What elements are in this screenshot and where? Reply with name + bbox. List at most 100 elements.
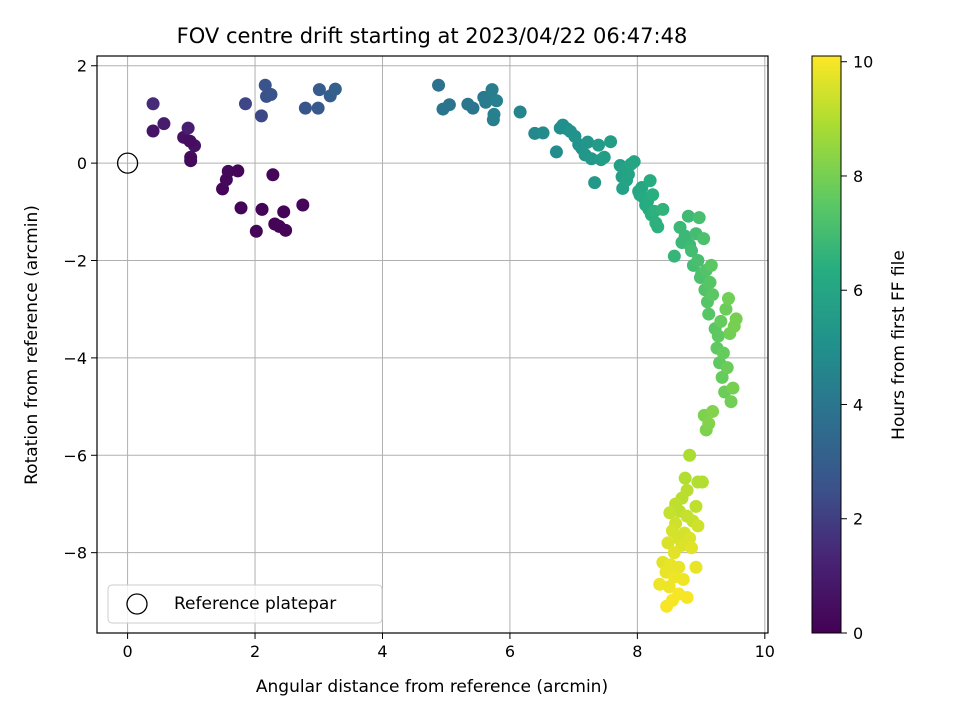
data-point [311,101,325,115]
colorbar-tick-label: 6 [853,281,863,300]
data-point [254,109,268,123]
y-tick-label: 0 [77,154,87,173]
data-point [702,307,716,321]
data-point [721,291,735,305]
colorbar-tick-label: 8 [853,167,863,186]
data-point [643,174,657,188]
colorbar-tick-label: 0 [853,624,863,643]
data-point [442,98,456,112]
legend-marker [126,593,148,615]
data-point [681,209,695,223]
chart-title: FOV centre drift starting at 2023/04/22 … [177,24,688,48]
data-point [279,223,293,237]
data-point [298,101,312,115]
data-point [490,94,504,108]
data-point [672,560,686,574]
data-point [667,249,681,263]
data-point [221,164,235,178]
data-point [697,232,711,246]
colorbar-tick-label: 4 [853,395,863,414]
data-point [692,211,706,225]
data-point [549,145,563,159]
data-point [663,506,677,520]
y-axis-label: Rotation from reference (arcmin) [22,205,42,485]
data-point [249,224,263,238]
data-point [691,519,705,533]
data-point [183,134,197,148]
data-point [234,201,248,215]
x-tick-label: 8 [632,642,642,661]
data-point [536,126,550,140]
data-point [513,105,527,119]
data-point [597,150,611,164]
data-point [264,87,278,101]
data-point [487,107,501,121]
data-point [328,82,342,96]
data-point [584,152,598,166]
data-point [627,155,641,169]
x-tick-label: 10 [755,642,775,661]
data-point [485,83,499,97]
plot-frame [96,55,769,634]
data-point [715,370,729,384]
y-axis-ticks: −8 −6 −4 −2 0 2 [63,57,97,563]
data-point [651,220,665,234]
colorbar [811,55,842,634]
grid-lines [97,56,768,633]
data-point [184,154,198,168]
data-point [238,97,252,111]
y-tick-label: −6 [63,446,87,465]
data-points [146,78,743,613]
data-point [296,198,310,212]
data-point [312,83,326,97]
data-point [726,381,740,395]
data-point [181,121,195,135]
data-point [432,78,446,92]
data-point [646,188,660,202]
reference-platepar-marker [116,152,139,174]
data-point [661,536,675,550]
legend: Reference platepar [107,584,383,624]
data-point [157,117,171,131]
data-point [660,599,674,613]
data-point [691,254,705,268]
data-point [266,168,280,182]
x-tick-label: 2 [250,642,260,661]
data-point [695,475,709,489]
x-tick-label: 0 [122,642,132,661]
data-point [591,138,605,152]
data-point [581,135,595,149]
data-point [711,329,725,343]
x-tick-label: 6 [505,642,515,661]
data-point [706,288,720,302]
data-point [720,361,734,375]
data-point [706,404,720,418]
legend-label: Reference platepar [174,594,336,614]
data-point [729,312,743,326]
data-point [621,167,635,181]
data-point [667,546,681,560]
data-point [662,580,676,594]
data-point [689,499,703,513]
x-axis-ticks: 0 2 4 6 8 10 [122,633,775,661]
data-point [146,97,160,111]
colorbar-tick-label: 10 [853,53,873,72]
data-point [255,202,269,216]
reference-marker [116,152,139,174]
legend-box [107,584,383,624]
x-axis-label: Angular distance from reference (arcmin) [256,677,608,697]
data-point [146,124,160,138]
data-point [466,101,480,115]
data-point [685,541,699,555]
data-point [703,275,717,289]
y-tick-label: −4 [63,349,87,368]
colorbar-ticks: 0 2 4 6 8 10 [841,53,873,643]
data-point [689,560,703,574]
data-point [588,176,602,190]
data-point [685,244,699,258]
y-tick-label: −2 [63,252,87,271]
colorbar-tick-label: 2 [853,510,863,529]
data-point [714,314,728,328]
data-point [719,302,733,316]
